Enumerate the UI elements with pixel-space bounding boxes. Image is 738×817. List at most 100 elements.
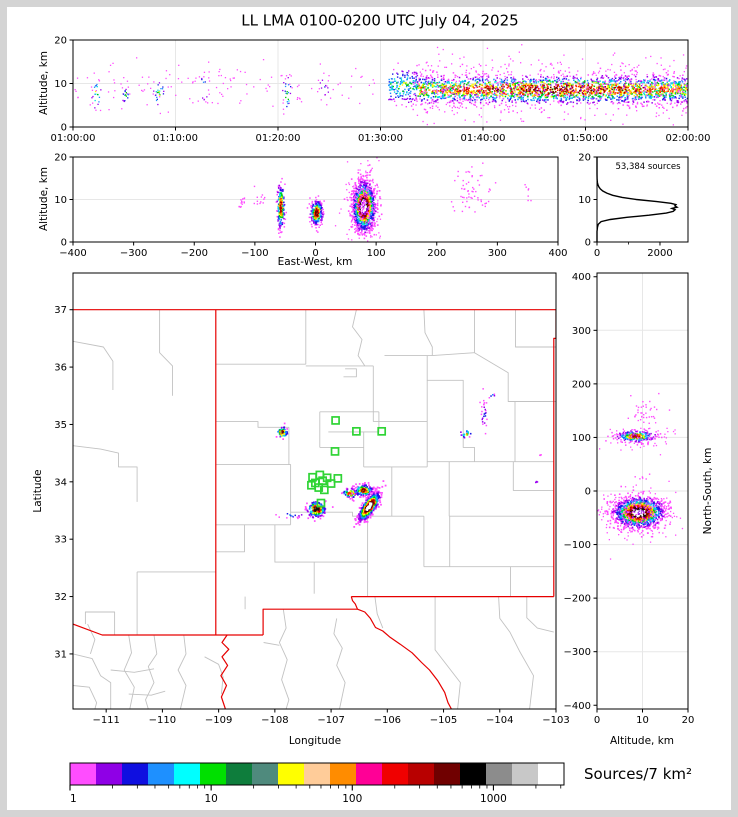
colorbar-segment: [330, 763, 357, 785]
county-border-line: [215, 524, 245, 553]
x-tick-label: −108: [261, 715, 288, 726]
north-south-panel: 0 10 20 −400 −300 −200 −100 0 100 200 300 400: [564, 272, 695, 726]
scatter-cluster: [524, 184, 532, 202]
state-border-line: [350, 596, 359, 610]
colorbar-segment: [200, 763, 227, 785]
county-border-line: [263, 642, 280, 646]
county-border-line: [432, 352, 475, 357]
scatter-cluster: [627, 392, 671, 424]
lma-station-marker: [333, 474, 343, 483]
x-tick-label: −200: [181, 248, 208, 259]
colorbar-segment: [174, 763, 201, 785]
x-tick-label: −111: [92, 715, 119, 726]
lma-station-marker: [319, 485, 329, 495]
colorbar-border: [69, 762, 565, 786]
x-tick-label: 01:00:00: [51, 133, 96, 144]
figure-title: LL LMA 0100-0200 UTC July 04, 2025: [241, 11, 519, 30]
scatter-cluster: [304, 500, 334, 522]
y-tick-label: 400: [572, 272, 591, 283]
county-border-line: [274, 524, 291, 563]
county-border-line: [498, 596, 534, 709]
lma-station-marker: [352, 426, 361, 436]
scatter-cluster: [450, 162, 497, 213]
y-tick-label: −100: [564, 540, 591, 551]
x-tick-label: −107: [317, 715, 344, 726]
y-tick-label: 0: [585, 487, 591, 498]
scatter-cluster: [275, 177, 287, 238]
altitude-distribution-curve: [596, 157, 679, 242]
colorbar-segment: [122, 763, 149, 785]
map-layers: [73, 309, 556, 709]
plan-map-content: [73, 309, 556, 709]
county-border-line: [423, 309, 433, 356]
y-tick-label: 20: [54, 36, 67, 47]
x-tick-label: 01:30:00: [358, 133, 403, 144]
county-border-line: [512, 461, 554, 491]
y-tick-label: 20: [578, 153, 591, 164]
x-tick-label: 300: [488, 248, 507, 259]
x-tick-label: −104: [486, 715, 513, 726]
altitude-histogram-panel: 0 2000 0 10 20: [578, 153, 689, 259]
latitude-axis-label: Latitude: [31, 469, 44, 513]
county-border-line: [474, 352, 556, 402]
east-west-content: [238, 157, 532, 242]
scatter-cluster: [74, 57, 375, 115]
x-tick-label: −300: [120, 248, 147, 259]
lma-stations: [307, 416, 387, 508]
colorbar-title: Sources/7 km²: [584, 765, 693, 783]
y-tick-label: 10: [54, 79, 67, 90]
state-border-line: [553, 309, 556, 597]
county-border-line: [426, 355, 464, 422]
total-sources-annotation: 53,384 sources: [615, 161, 681, 172]
y-tick-label: 35: [54, 420, 67, 431]
colorbar-tick-label: 10: [204, 793, 217, 805]
time-panel-altitude-axis-label: Altitude, km: [37, 50, 50, 116]
colorbar-tick-label: 1: [70, 793, 77, 805]
y-tick-label: 300: [572, 326, 591, 337]
scatter-cluster: [192, 61, 210, 104]
x-tick-label: 0: [594, 248, 600, 259]
county-border-line: [73, 685, 98, 709]
y-tick-label: 0: [61, 238, 67, 249]
y-tick-label: 0: [61, 123, 67, 134]
scatter-cluster: [535, 480, 539, 484]
county-border-line: [462, 421, 475, 462]
x-tick-label: 20: [682, 715, 695, 726]
colorbar-segment: [148, 763, 175, 785]
x-tick-label: −105: [430, 715, 457, 726]
county-border-line: [87, 623, 96, 655]
x-tick-label: −100: [241, 248, 268, 259]
state-border-line: [220, 634, 230, 709]
colorbar-segment: [538, 763, 565, 785]
colorbar-segment: [304, 763, 331, 785]
scatter-cluster: [343, 164, 383, 240]
state-border-line: [73, 623, 264, 636]
colorbar-segment: [70, 763, 97, 785]
scatter-cluster: [341, 486, 361, 502]
time-height-content: [74, 44, 689, 126]
y-tick-label: 34: [54, 477, 67, 488]
colorbar-segment: [486, 763, 513, 785]
scatter-cluster: [637, 527, 666, 534]
county-border-line: [84, 611, 116, 635]
lma-station-marker: [331, 416, 340, 425]
county-borders: [73, 309, 556, 709]
x-tick-label: 01:50:00: [563, 133, 608, 144]
northsouth-axis-label: North-South, km: [701, 447, 714, 535]
county-border-line: [110, 668, 155, 673]
y-tick-label: 10: [578, 195, 591, 206]
lma-station-marker: [377, 426, 387, 436]
county-border-line: [73, 340, 114, 390]
scatter-cluster: [282, 74, 293, 110]
x-tick-label: 400: [548, 248, 567, 259]
y-tick-label: 33: [54, 535, 67, 546]
scatter-cluster: [488, 393, 496, 399]
scatter-cluster: [334, 157, 382, 242]
scatter-cluster: [275, 422, 289, 440]
county-border-line: [177, 634, 187, 709]
scatter-cluster: [90, 72, 102, 112]
county-border-line: [215, 464, 292, 525]
x-tick-label: 02:00:00: [666, 133, 711, 144]
